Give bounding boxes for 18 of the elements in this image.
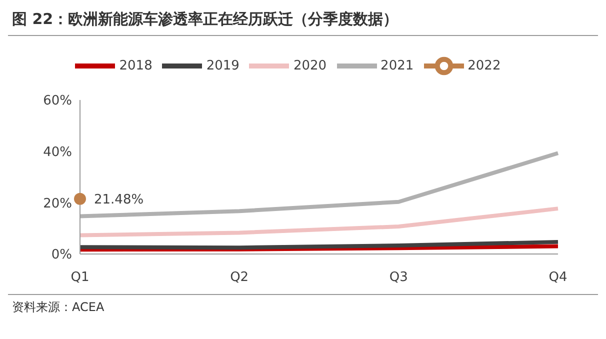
text: 资料来源：ACEA	[12, 299, 106, 316]
y-tick-label: 0%	[51, 248, 72, 263]
x-tick-label: Q4	[548, 270, 568, 286]
line-series	[78, 206, 560, 238]
legend-label: 2018	[119, 58, 152, 74]
legend-label: 2022	[468, 58, 501, 74]
data-label: 21.48%	[94, 192, 144, 208]
legend-label: 2020	[293, 58, 327, 74]
line-series	[78, 151, 560, 218]
legend-label: 2019	[206, 58, 240, 74]
legend-label: 2021	[380, 58, 414, 74]
chart-title: 图 22：欧洲新能源车渗透率正在经历跃迁（分季度数据）	[8, 8, 598, 36]
x-tick-label: Q2	[230, 270, 249, 286]
y-tick-label: 60%	[43, 94, 72, 109]
x-tick-label: Q3	[389, 270, 408, 286]
y-tick-label: 40%	[43, 144, 72, 160]
y-tick-label: 20%	[43, 196, 72, 212]
x-tick-label: Q1	[70, 270, 90, 286]
